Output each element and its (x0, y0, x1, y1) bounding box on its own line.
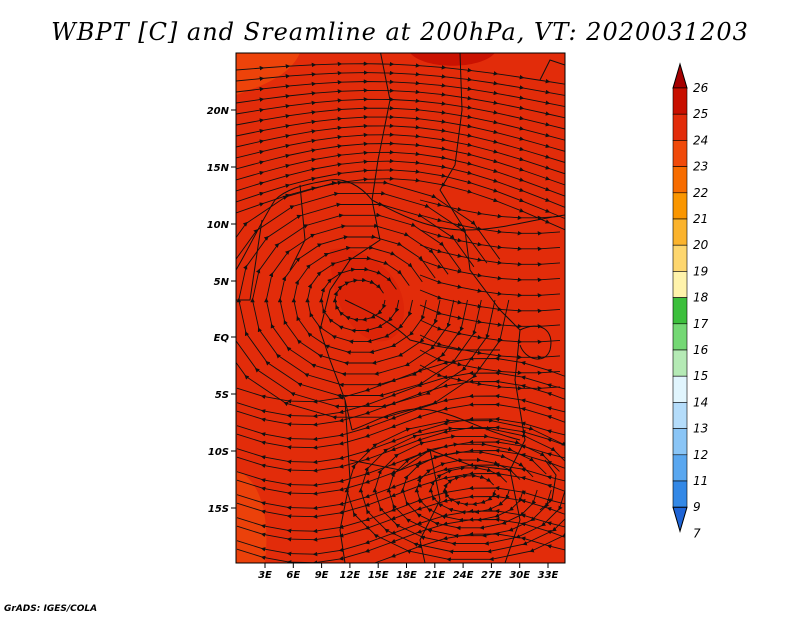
colorbar-label: 9 (693, 500, 701, 514)
colorbar-label: 15 (693, 369, 708, 383)
lat-tick-label: 20N (207, 106, 230, 117)
colorbar-label: 18 (693, 291, 709, 305)
lat-tick-label: 15N (207, 163, 230, 174)
colorbar-label: 16 (693, 343, 709, 357)
colorbar-label: 17 (693, 317, 709, 331)
lat-tick-label: 15S (208, 504, 229, 515)
colorbar-label: 19 (693, 264, 708, 278)
colorbar-segment (672, 454, 688, 482)
chart-title: WBPT [C] and Sreamline at 200hPa, VT: 20… (51, 18, 749, 46)
colorbar-top-arrow (672, 62, 688, 89)
colorbar-segment (672, 349, 688, 377)
lon-tick-label: 30E (509, 570, 530, 581)
colorbar-segment (672, 244, 688, 272)
longitude-axis: 3E 6E 9E 12E 15E 18E 21E 24E 27E 30E 33E (258, 563, 559, 581)
lat-tick-label: EQ (214, 333, 230, 344)
colorbar-label: 7 (693, 526, 701, 540)
lon-tick-label: 15E (368, 570, 389, 581)
latitude-axis: 20N 15N 10N 5N EQ 5S 10S 15S (207, 106, 236, 515)
colorbar-bottom-arrow (672, 506, 688, 533)
colorbar-segment (672, 428, 688, 456)
lat-tick-label: 5N (214, 277, 230, 288)
streamline (419, 229, 561, 252)
country-borders (236, 53, 565, 563)
colorbar-label: 12 (693, 448, 708, 462)
lon-tick-label: 6E (286, 570, 300, 581)
colorbar-segment (672, 323, 688, 351)
colorbar-label: 22 (693, 186, 708, 200)
colorbar-label: 14 (693, 395, 708, 409)
lon-tick-label: 21E (424, 570, 445, 581)
lon-tick-label: 27E (481, 570, 502, 581)
streamline (419, 214, 561, 236)
lon-tick-label: 18E (396, 570, 417, 581)
colorbar-segment (672, 297, 688, 325)
colorbar-label: 26 (693, 81, 709, 95)
colorbar-segment (672, 402, 688, 429)
map-area (236, 53, 565, 563)
colorbar-segment (672, 218, 688, 246)
lat-tick-label: 5S (215, 390, 229, 401)
streamline (344, 418, 565, 562)
colorbar-segment (672, 375, 688, 403)
streamline (419, 199, 561, 221)
lon-tick-label: 3E (258, 570, 272, 581)
cooler-region-southwest (236, 470, 267, 563)
lat-tick-label: 10N (207, 220, 230, 231)
grads-credit: GrADS: IGES/COLA (4, 604, 98, 614)
colorbar-segment (672, 87, 688, 115)
colorbar-label: 25 (693, 107, 708, 121)
colorbar-segment (672, 271, 688, 298)
lon-tick-label: 9E (315, 570, 329, 581)
colorbar: 26 25 24 23 22 21 20 19 18 17 16 15 14 13 12 11 9 7 (672, 62, 709, 540)
colorbar-segment (672, 480, 688, 508)
colorbar-label: 24 (693, 133, 708, 147)
map-frame (235, 52, 566, 564)
colorbar-segment (672, 140, 688, 167)
lon-tick-label: 12E (340, 570, 361, 581)
colorbar-segment (672, 113, 688, 141)
colorbar-label: 11 (693, 474, 708, 488)
colorbar-label: 21 (693, 212, 708, 226)
streamline (419, 244, 561, 267)
colorbar-label: 13 (693, 422, 708, 436)
lon-tick-label: 33E (538, 570, 559, 581)
colorbar-segment (672, 192, 688, 220)
colorbar-segment (672, 166, 688, 194)
colorbar-label: 20 (693, 238, 709, 252)
colorbar-label: 23 (693, 160, 708, 174)
lon-tick-label: 24E (453, 570, 474, 581)
lat-tick-label: 10S (208, 447, 229, 458)
